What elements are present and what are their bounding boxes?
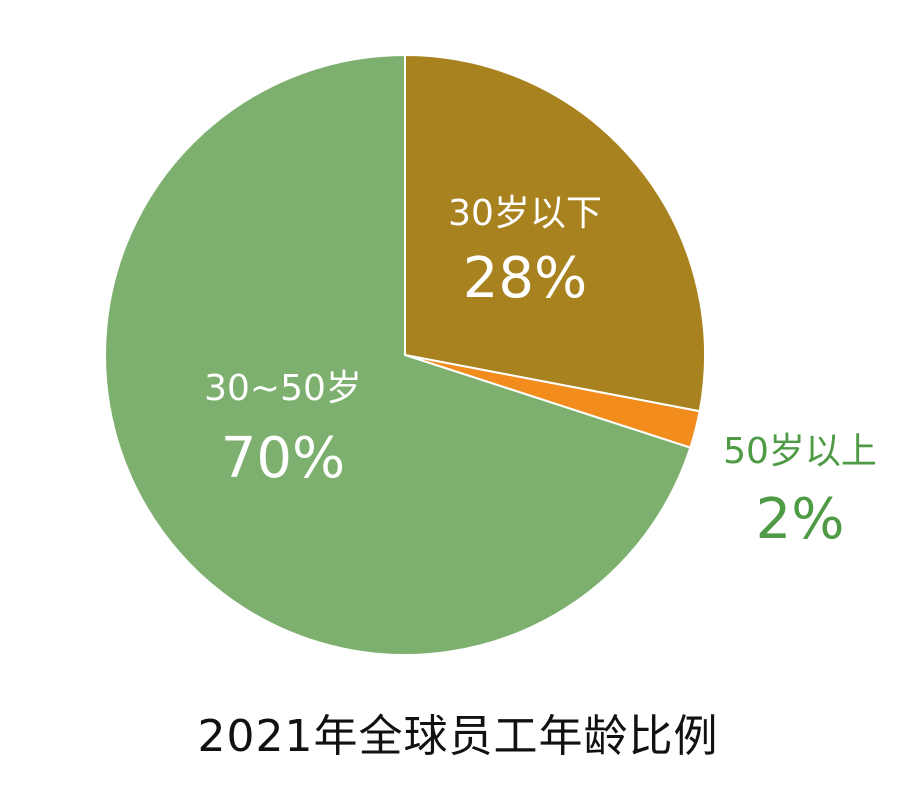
chart-title: 2021年全球员工年龄比例: [197, 711, 719, 762]
pie-labels: 30岁以下 28% 50岁以上 2% 30~50岁 70%: [204, 193, 877, 552]
slice-category-label: 30岁以下: [448, 193, 602, 234]
slice-category-label: 30~50岁: [204, 368, 362, 409]
slice-value-label: 70%: [221, 426, 345, 491]
slice-category-label: 50岁以上: [723, 431, 877, 472]
slice-value-label: 2%: [756, 487, 845, 552]
slice-value-label: 28%: [463, 246, 587, 311]
pie-slice-3: [104, 54, 692, 656]
pie-slice-1: [404, 54, 707, 413]
pie-slices: [104, 54, 707, 656]
